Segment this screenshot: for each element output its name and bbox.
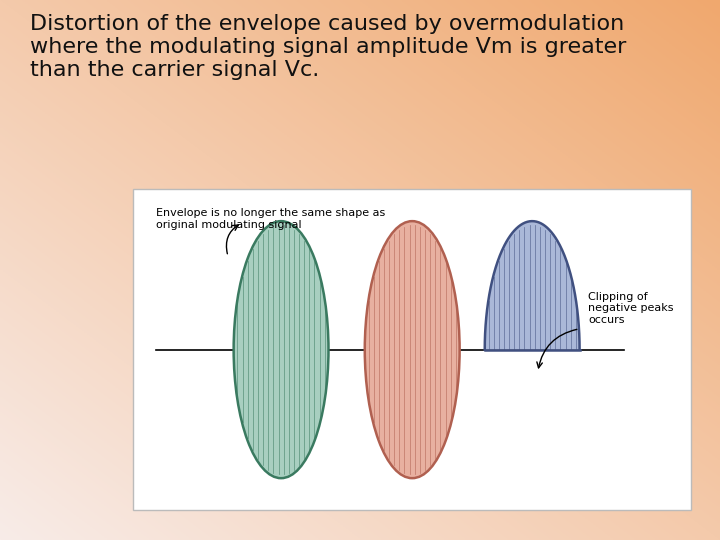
Text: Distortion of the envelope caused by overmodulation
where the modulating signal : Distortion of the envelope caused by ove…: [30, 14, 626, 80]
Ellipse shape: [365, 221, 459, 478]
Bar: [133, 189, 691, 510]
Ellipse shape: [233, 221, 328, 478]
Text: Clipping of
negative peaks
occurs: Clipping of negative peaks occurs: [588, 292, 673, 325]
Polygon shape: [485, 221, 580, 350]
Text: Envelope is no longer the same shape as
original modulating signal: Envelope is no longer the same shape as …: [156, 208, 384, 230]
